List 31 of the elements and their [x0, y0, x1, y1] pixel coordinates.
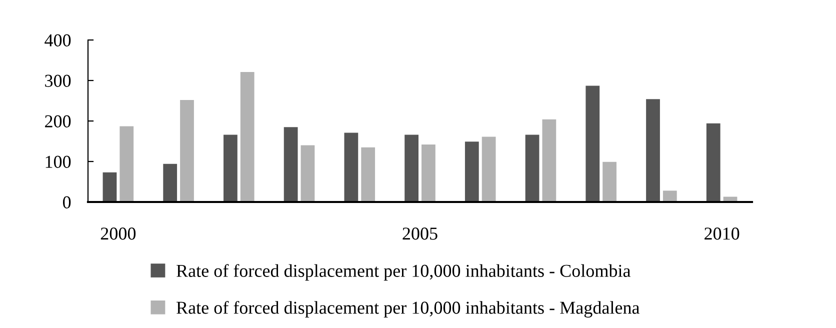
bar	[525, 134, 540, 202]
bar	[602, 162, 616, 202]
y-tick-label: 200	[45, 115, 71, 128]
bar	[482, 136, 496, 202]
bar	[344, 132, 358, 202]
x-tick-label: 2000	[100, 228, 136, 240]
bar	[586, 86, 600, 202]
bar	[180, 100, 194, 202]
bar	[163, 164, 178, 202]
y-tick-label: 0	[62, 196, 71, 208]
bar	[284, 127, 298, 202]
y-tick-label: 400	[44, 34, 71, 46]
legend-label: Rate of forced displacement per 10,000 inhabitants - Magdalena	[176, 300, 640, 318]
bar	[542, 119, 556, 202]
x-tick-label: 2005	[402, 228, 438, 240]
bar	[404, 134, 418, 202]
bar	[224, 134, 238, 202]
bar	[120, 126, 134, 202]
legend-label: Rate of forced displacement per 10,000 inhabitants - Colombia	[176, 264, 631, 281]
y-tick-label: 300	[45, 74, 71, 87]
bar	[240, 72, 254, 202]
bar	[361, 147, 376, 202]
bar	[646, 99, 660, 202]
bar	[662, 190, 677, 202]
y-tick-label: 100	[46, 156, 71, 168]
bar	[464, 142, 479, 202]
bar	[706, 123, 720, 202]
bar	[300, 145, 315, 202]
bar	[102, 172, 117, 202]
x-tick-label: 2010	[704, 228, 740, 240]
bar	[422, 144, 436, 202]
